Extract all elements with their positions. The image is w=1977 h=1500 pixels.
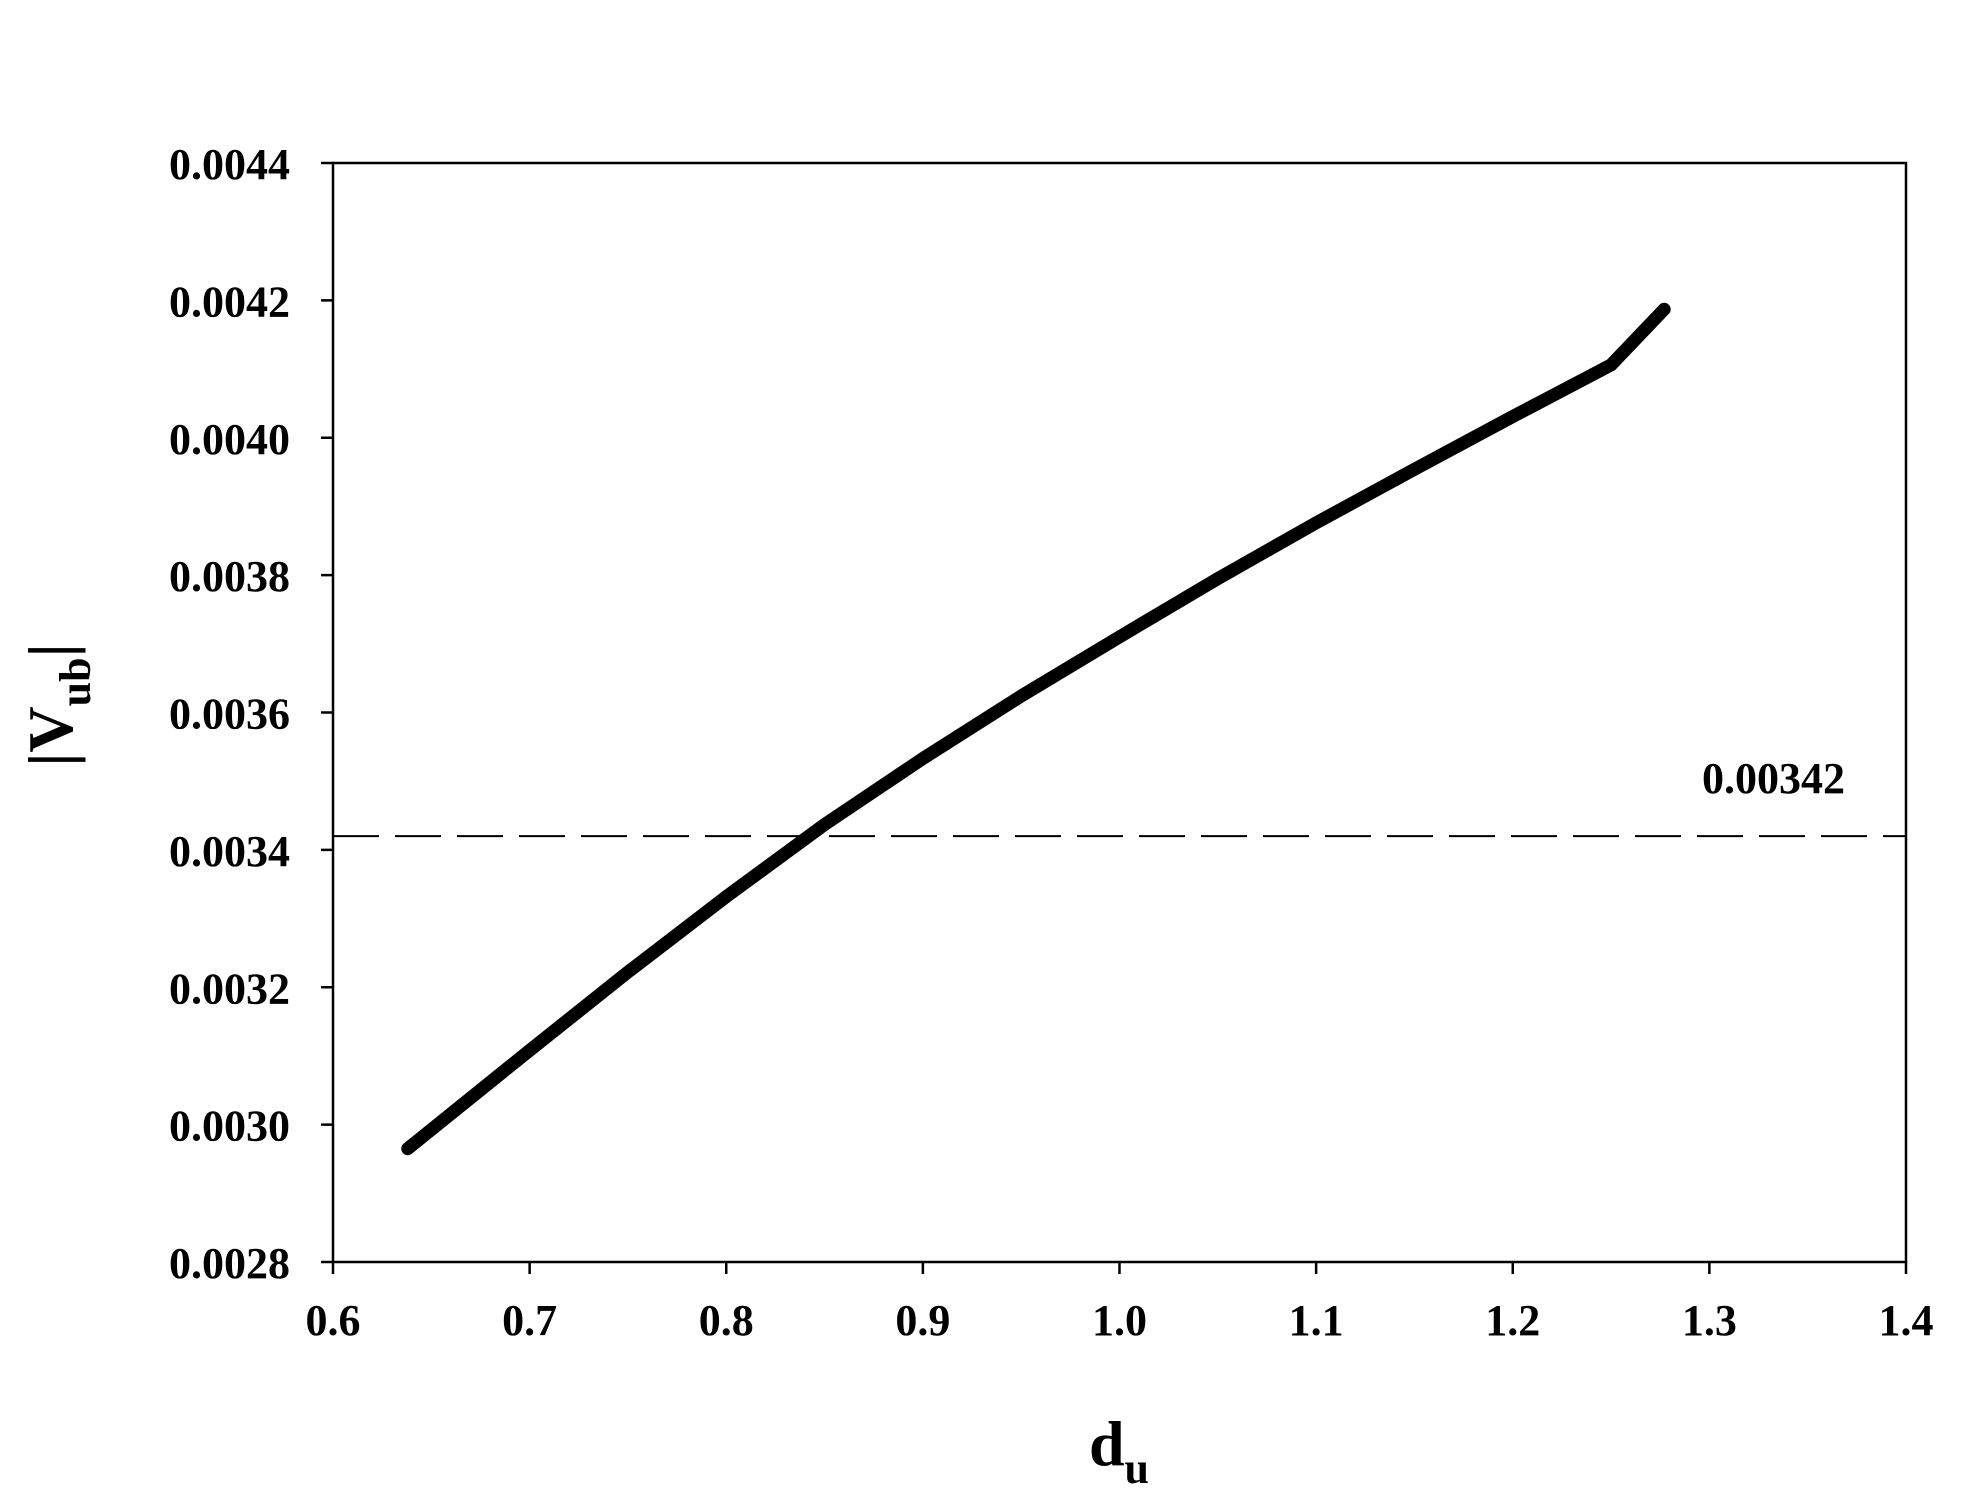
- y-tick-label: 0.0044: [169, 140, 290, 189]
- y-axis-title-subscript: ub: [51, 657, 100, 706]
- x-tick-label: 1.2: [1485, 1296, 1540, 1345]
- x-tick-label: 0.9: [895, 1296, 950, 1345]
- x-tick-label: 1.1: [1289, 1296, 1344, 1345]
- x-tick-label: 1.3: [1682, 1296, 1737, 1345]
- y-axis-ticks: 0.0028 0.0030 0.0032 0.0034 0.0036 0.0038 0.00…: [169, 140, 333, 1288]
- y-axis-title-close: |: [15, 643, 86, 657]
- y-tick-label: 0.0040: [169, 415, 290, 464]
- x-tick-label: 1.0: [1092, 1296, 1147, 1345]
- plot-area: [331, 161, 1908, 1264]
- x-axis-title: du: [1089, 1408, 1149, 1493]
- x-tick-label: 1.4: [1879, 1296, 1934, 1345]
- y-tick-label: 0.0032: [169, 964, 290, 1013]
- y-tick-label: 0.0036: [169, 690, 290, 739]
- y-axis-title: |Vub|: [15, 643, 100, 766]
- y-axis-title-open: |V: [15, 706, 86, 766]
- x-tick-label: 0.7: [502, 1296, 557, 1345]
- series-line: [401, 302, 1671, 1156]
- x-axis-ticks: 0.6 0.7 0.8 0.9 1.0 1.1 1.2 1.3 1.4: [306, 1262, 1934, 1345]
- y-tick-label: 0.0030: [169, 1102, 290, 1151]
- x-axis-title-subscript: u: [1125, 1444, 1149, 1493]
- data-series: [401, 302, 1671, 1156]
- reference-line-label: 0.00342: [1702, 754, 1845, 803]
- y-tick-label: 0.0038: [169, 552, 290, 601]
- x-tick-label: 0.8: [699, 1296, 754, 1345]
- reference-lines: 0.00342: [333, 754, 1906, 838]
- x-tick-label: 0.6: [306, 1296, 361, 1345]
- y-tick-label: 0.0028: [169, 1239, 290, 1288]
- x-axis-title-main: d: [1089, 1408, 1125, 1479]
- y-tick-label: 0.0042: [169, 277, 290, 326]
- y-tick-label: 0.0034: [169, 827, 290, 876]
